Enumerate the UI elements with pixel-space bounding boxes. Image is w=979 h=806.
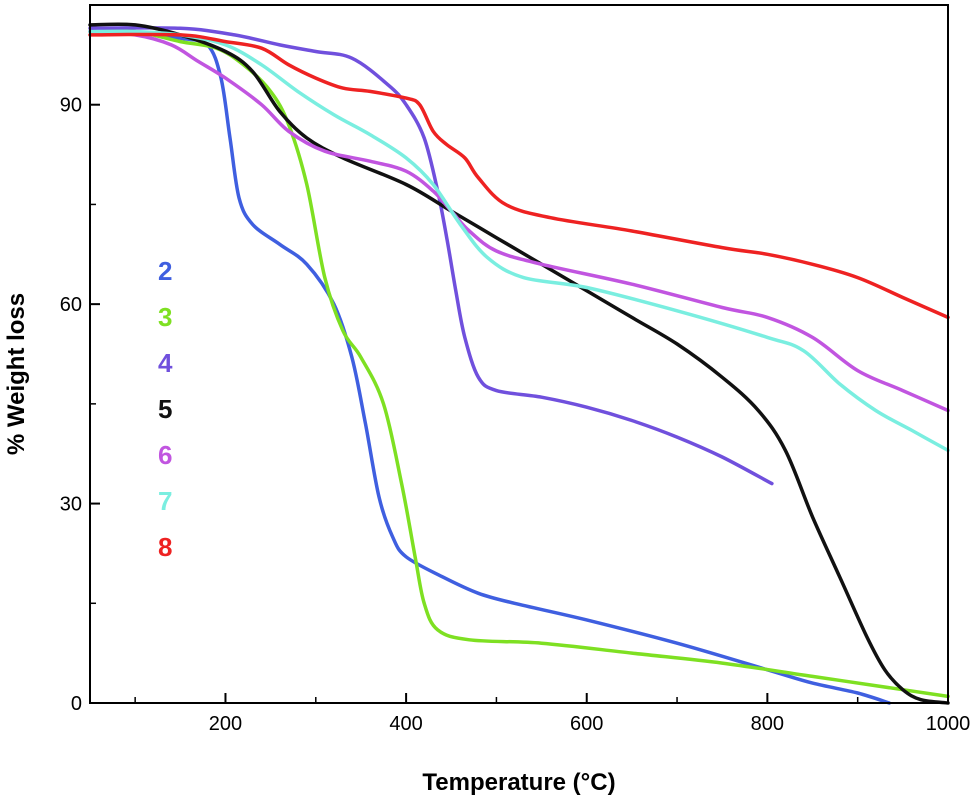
series-line-4 (88, 26, 774, 486)
x-tick-label: 200 (209, 713, 242, 735)
lines-layer (88, 22, 950, 705)
legend: 2 3 4 5 6 7 8 (158, 256, 173, 562)
legend-entry-6: 6 (158, 440, 172, 470)
x-axis-title: Temperature (°C) (422, 769, 615, 796)
y-tick-label: 60 (60, 294, 82, 316)
legend-entry-8: 8 (158, 532, 172, 562)
legend-entry-7: 7 (158, 486, 172, 516)
y-tick-label: 30 (60, 494, 82, 516)
x-tick-label: 800 (751, 713, 784, 735)
x-tick-label: 400 (389, 713, 422, 735)
series-line-5 (88, 22, 950, 705)
y-tick-label: 0 (71, 693, 82, 715)
legend-entry-2: 2 (158, 256, 172, 286)
y-axis-title: % Weight loss (3, 293, 30, 455)
legend-entry-4: 4 (158, 348, 173, 378)
plot-frame (89, 4, 949, 704)
legend-entry-3: 3 (158, 302, 172, 332)
ticks-layer: 200 400 600 800 1000 0 30 60 90 (60, 95, 971, 735)
series-line-7 (88, 29, 950, 453)
legend-entry-5: 5 (158, 394, 172, 424)
series-line-8 (88, 32, 950, 320)
y-tick-label: 90 (60, 95, 82, 117)
series-line-2 (88, 29, 892, 705)
x-tick-label: 1000 (926, 713, 971, 735)
x-tick-label: 600 (570, 713, 603, 735)
